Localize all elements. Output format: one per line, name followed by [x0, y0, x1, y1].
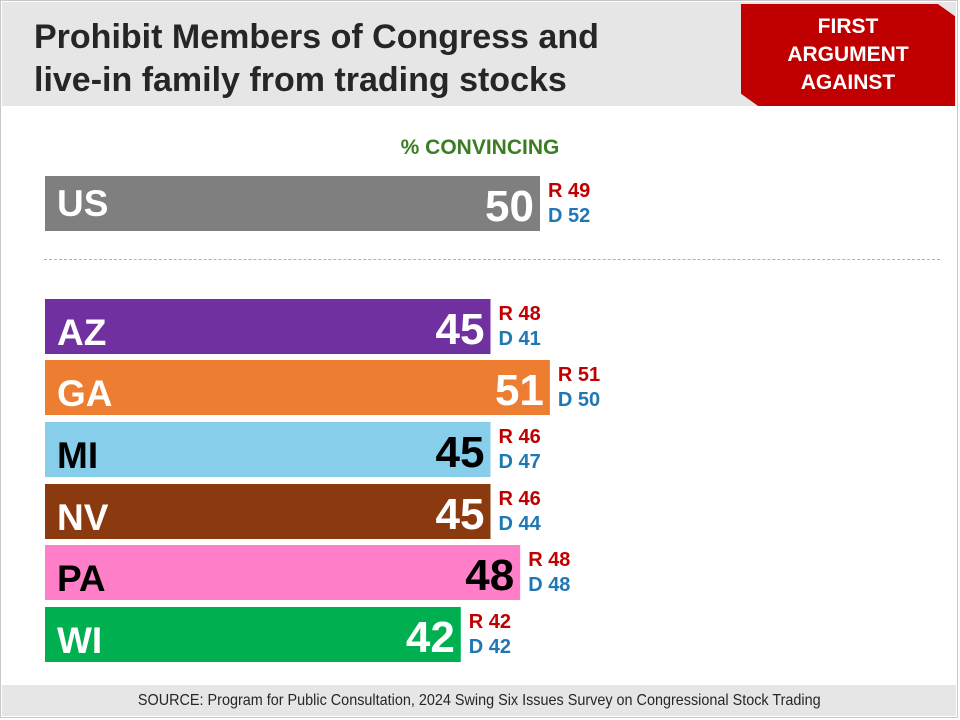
democrat-label-wi: D 42 [469, 636, 511, 658]
democrat-label-nv: D 44 [499, 513, 542, 535]
bar-ga [45, 360, 550, 415]
value-label-az: 45 [436, 305, 485, 354]
category-label-az: AZ [57, 312, 106, 353]
category-label-nv: NV [57, 497, 109, 538]
bar-wi [45, 607, 461, 662]
republican-label-us: R 49 [548, 180, 590, 202]
argument-badge: FIRST ARGUMENT AGAINST [741, 4, 955, 106]
chart-title: Prohibit Members of Congress and live-in… [34, 16, 599, 102]
chart-subtitle: % CONVINCING [400, 136, 560, 159]
title-line-2: live-in family from trading stocks [34, 61, 567, 99]
badge-line-1: FIRST [817, 15, 879, 38]
value-label-pa: 48 [465, 551, 514, 600]
democrat-label-pa: D 48 [528, 574, 570, 596]
badge-line-2: ARGUMENT [787, 43, 909, 66]
bar-us [45, 176, 540, 231]
democrat-label-us: D 52 [548, 205, 590, 227]
divider-line [44, 259, 940, 260]
republican-label-pa: R 48 [528, 549, 570, 571]
category-label-us: US [57, 183, 108, 224]
category-label-pa: PA [57, 558, 106, 599]
bar-mi [45, 422, 491, 477]
democrat-label-ga: D 50 [558, 389, 600, 411]
republican-label-wi: R 42 [469, 611, 511, 633]
badge-line-3: AGAINST [800, 71, 896, 94]
bar-pa [45, 545, 521, 600]
value-label-nv: 45 [436, 490, 485, 539]
democrat-label-mi: D 47 [499, 451, 541, 473]
title-line-1: Prohibit Members of Congress and [34, 18, 599, 56]
republican-label-mi: R 46 [499, 426, 541, 448]
category-label-ga: GA [57, 373, 113, 414]
democrat-label-az: D 41 [499, 328, 541, 350]
value-label-us: 50 [485, 182, 534, 231]
republican-label-nv: R 46 [499, 488, 541, 510]
source-text: SOURCE: Program for Public Consultation,… [137, 691, 821, 709]
bar-az [45, 299, 491, 354]
category-label-wi: WI [57, 620, 102, 661]
value-label-mi: 45 [436, 428, 485, 477]
category-label-mi: MI [57, 435, 98, 476]
republican-label-ga: R 51 [558, 364, 600, 386]
value-label-ga: 51 [495, 366, 544, 415]
source-footer: SOURCE: Program for Public Consultation,… [2, 685, 956, 716]
bar-nv [45, 484, 491, 539]
value-label-wi: 42 [406, 613, 455, 662]
republican-label-az: R 48 [499, 303, 541, 325]
